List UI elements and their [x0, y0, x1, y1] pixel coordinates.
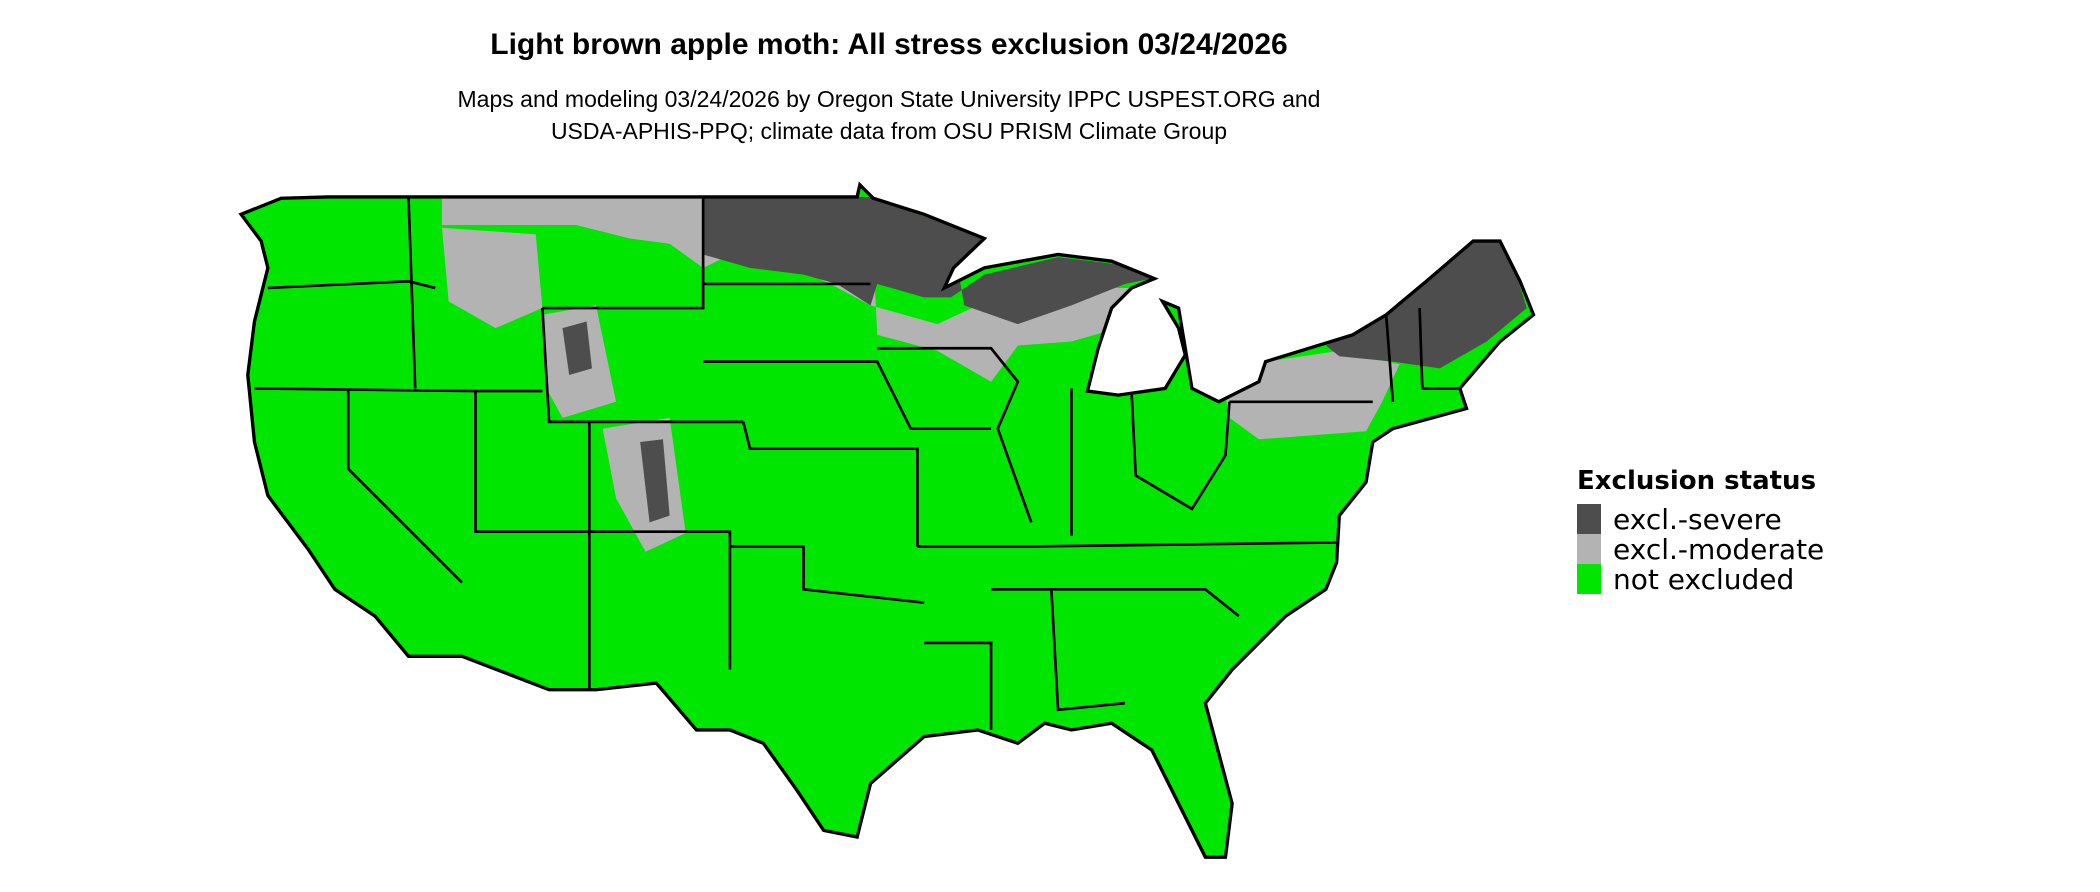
legend-label-severe: excl.-severe [1613, 502, 1782, 536]
subtitle-line-1: Maps and modeling 03/24/2026 by Oregon S… [457, 86, 1321, 112]
legend-label-moderate: excl.-moderate [1613, 532, 1825, 566]
legend-item-moderate: excl.-moderate [1577, 532, 1825, 566]
legend: Exclusion status excl.-severe excl.-mode… [1577, 466, 1825, 596]
legend-swatch-severe [1577, 504, 1601, 534]
moderate-area-plains [441, 196, 1132, 382]
legend-item-severe: excl.-severe [1577, 502, 1824, 536]
subtitle-line-2: USDA-APHIS-PPQ; climate data from OSU PR… [550, 118, 1228, 144]
moderate-area-colorado [602, 417, 686, 552]
moderate-area-idaho [441, 227, 543, 329]
legend-swatch-not-excluded [1577, 564, 1601, 594]
severe-area-colorado [640, 439, 670, 523]
legend-label-not-excluded: not excluded [1613, 562, 1795, 596]
moderate-area-northeast [1225, 350, 1400, 440]
map-title: Light brown apple moth: All stress exclu… [490, 28, 1288, 61]
state-borders [254, 196, 1467, 730]
severe-area-north-central [703, 196, 1152, 325]
legend-item-not-excluded: not excluded [1577, 562, 1824, 596]
legend-swatch-moderate [1577, 534, 1601, 564]
severe-area-northeast [1325, 238, 1527, 369]
legend-title: Exclusion status [1577, 466, 1817, 496]
severe-area-wyoming [562, 321, 592, 376]
